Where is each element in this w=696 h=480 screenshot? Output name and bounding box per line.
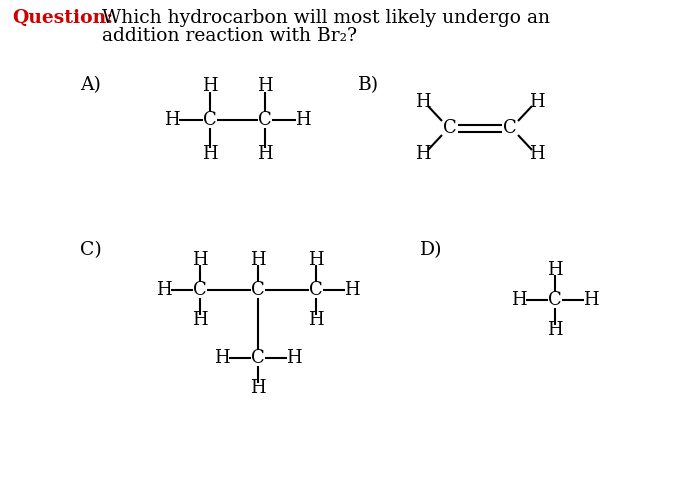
Text: C: C: [193, 281, 207, 299]
Text: H: H: [202, 145, 218, 163]
Text: H: H: [547, 321, 563, 339]
Text: H: H: [308, 311, 324, 329]
Text: H: H: [308, 251, 324, 269]
Text: C): C): [80, 241, 102, 259]
Text: B): B): [358, 76, 379, 94]
Text: D): D): [420, 241, 443, 259]
Text: H: H: [295, 111, 311, 129]
Text: H: H: [345, 281, 360, 299]
Text: H: H: [192, 251, 208, 269]
Text: H: H: [529, 93, 545, 111]
Text: H: H: [156, 281, 172, 299]
Text: C: C: [203, 111, 217, 129]
Text: H: H: [250, 379, 266, 397]
Text: C: C: [548, 291, 562, 309]
Text: H: H: [164, 111, 180, 129]
Text: H: H: [547, 261, 563, 279]
Text: C: C: [251, 281, 265, 299]
Text: H: H: [416, 145, 431, 163]
Text: H: H: [258, 77, 273, 95]
Text: C: C: [503, 119, 517, 137]
Text: H: H: [583, 291, 599, 309]
Text: H: H: [511, 291, 527, 309]
Text: Which hydrocarbon will most likely undergo an: Which hydrocarbon will most likely under…: [102, 9, 550, 27]
Text: H: H: [214, 349, 230, 367]
Text: H: H: [192, 311, 208, 329]
Text: H: H: [202, 77, 218, 95]
Text: H: H: [286, 349, 302, 367]
Text: H: H: [416, 93, 431, 111]
Text: H: H: [258, 145, 273, 163]
Text: H: H: [250, 251, 266, 269]
Text: H: H: [529, 145, 545, 163]
Text: C: C: [251, 349, 265, 367]
Text: C: C: [443, 119, 457, 137]
Text: Question:: Question:: [12, 9, 113, 27]
Text: C: C: [258, 111, 272, 129]
Text: addition reaction with Br₂?: addition reaction with Br₂?: [102, 27, 357, 45]
Text: A): A): [80, 76, 101, 94]
Text: C: C: [309, 281, 323, 299]
